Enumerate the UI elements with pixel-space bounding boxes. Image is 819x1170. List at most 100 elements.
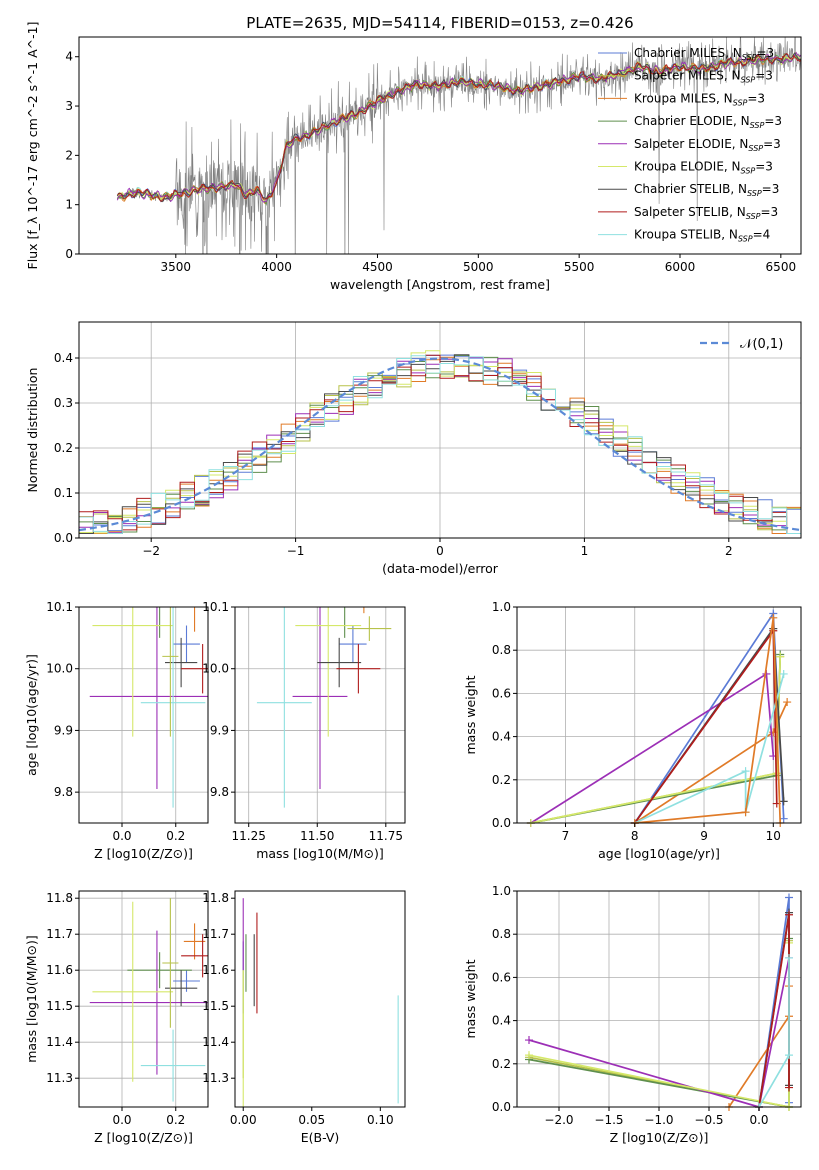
x-axis-label: age [log10(age/yr)] — [598, 846, 720, 861]
x-tick-label: 11.25 — [232, 829, 266, 843]
x-tick-label: 10 — [766, 829, 781, 843]
legend-entry: Salpeter MILES, NSSP=3 — [634, 69, 773, 85]
y-tick-label: 0.1 — [54, 486, 73, 500]
x-tick-label: −2.0 — [544, 1113, 573, 1127]
x-tick-label: 0.0 — [112, 1113, 131, 1127]
y-tick-label: 11.5 — [46, 999, 73, 1013]
y-tick-label: 0.2 — [492, 773, 511, 787]
legend-count: =3 — [760, 205, 778, 219]
weight-marker-0 — [779, 814, 788, 823]
y-tick-label: 0 — [65, 247, 73, 261]
x-axis-label: Z [log10(Z/Z⊙)] — [94, 846, 193, 861]
y-tick-label: 4 — [65, 50, 73, 64]
legend-subscript: SSP — [748, 144, 763, 153]
model-spectrum-7 — [117, 53, 801, 202]
weight-line-7 — [634, 628, 778, 824]
weight-marker-4 — [525, 1036, 533, 1045]
legend-subscript: SSP — [733, 98, 748, 107]
y-tick-label: 0.4 — [492, 1014, 511, 1028]
x-axis-label: wavelength [Angstrom, rest frame] — [330, 277, 550, 292]
y-axis-label: Normed distribution — [25, 368, 40, 493]
y-tick-label: 1.0 — [492, 600, 511, 614]
y-tick-label: 11.8 — [46, 891, 73, 905]
y-tick-label: 11.7 — [46, 927, 73, 941]
chart-massweight_vs_Z: −2.0 −1.5 −1.0 −0.5 0.0 0.0 0.2 0.4 0.6 0.8 1.0 Z [… — [463, 884, 802, 1145]
weight-line-7 — [758, 914, 790, 1108]
weight-marker-2 — [783, 698, 792, 707]
y-axis-label: mass weight — [463, 675, 478, 754]
y-tick-label: 0.2 — [492, 1057, 511, 1071]
x-tick-label: 0.2 — [166, 829, 185, 843]
y-tick-label: 0.0 — [54, 531, 73, 545]
plot-area-spectrum — [116, 37, 801, 254]
legend-count: =3 — [755, 69, 773, 83]
x-tick-label: 0.05 — [298, 1113, 325, 1127]
axes-frame — [234, 890, 406, 1108]
legend-entry: Chabrier ELODIE, NSSP=3 — [634, 114, 782, 130]
y-tick-label: 11.3 — [202, 1071, 229, 1085]
x-tick-label: 4000 — [261, 260, 292, 274]
weight-line-8 — [634, 673, 785, 824]
weight-line-4 — [530, 672, 775, 824]
x-tick-label: 0.10 — [367, 1113, 394, 1127]
figure-title: PLATE=2635, MJD=54114, FIBERID=0153, z=0… — [246, 14, 633, 32]
legend-entry: Kroupa MILES, NSSP=3 — [634, 91, 765, 107]
plot-area-massweight_vs_age — [526, 609, 792, 827]
x-tick-label: −1.5 — [594, 1113, 623, 1127]
y-tick-label: 0.4 — [54, 351, 73, 365]
legend-count: =3 — [755, 160, 773, 174]
observed-spectrum — [117, 37, 801, 254]
legend-subscript: SSP — [747, 189, 762, 198]
weight-marker-6 — [779, 797, 788, 806]
weight-marker-8 — [785, 953, 793, 962]
weight-marker-8 — [741, 767, 750, 776]
x-axis-label: Z [log10(Z/Z⊙)] — [94, 1130, 193, 1145]
weight-line-9 — [634, 617, 782, 824]
y-tick-label: 9.9 — [210, 723, 229, 737]
legend-entry: Kroupa ELODIE, NSSP=3 — [634, 160, 773, 176]
axes-frame — [516, 606, 802, 824]
y-tick-label: 10.1 — [202, 600, 229, 614]
y-tick-label: 0.6 — [492, 970, 511, 984]
legend-subscript: SSP — [741, 167, 756, 176]
y-tick-label: 0.4 — [492, 730, 511, 744]
plot-area-massweight_vs_Z — [525, 893, 793, 1111]
model-spectrum-4 — [116, 51, 801, 203]
y-tick-label: 11.4 — [46, 1035, 73, 1049]
x-tick-label: 6000 — [665, 260, 696, 274]
y-tick-label: 11.3 — [46, 1071, 73, 1085]
legend-subscript: SSP — [746, 212, 761, 221]
x-tick-label: 0.0 — [749, 1113, 768, 1127]
y-tick-label: 1 — [65, 198, 73, 212]
weight-marker-7 — [785, 910, 793, 919]
x-tick-label: 2 — [725, 544, 733, 558]
x-tick-label: −1.0 — [644, 1113, 673, 1127]
y-tick-label: 11.8 — [202, 891, 229, 905]
axes-frame — [78, 606, 209, 824]
weight-line-6 — [634, 626, 785, 824]
legend-entry: Chabrier STELIB, NSSP=3 — [634, 182, 779, 198]
x-tick-label: 6500 — [766, 260, 797, 274]
legend-count: =3 — [756, 46, 774, 60]
y-tick-label: 9.8 — [210, 785, 229, 799]
plot-area-age_vs_Z — [89, 607, 208, 808]
legend-entry-normal: 𝒩(0,1) — [740, 337, 783, 352]
y-tick-label: 9.8 — [54, 785, 73, 799]
y-tick-label: 10.1 — [46, 600, 73, 614]
legend-entry: Salpeter ELODIE, NSSP=3 — [634, 137, 781, 153]
axes-frame — [78, 36, 802, 255]
normal-curve — [79, 357, 801, 532]
legend-entry: Kroupa STELIB, NSSP=4 — [634, 228, 770, 244]
x-tick-label: 0 — [436, 544, 444, 558]
residual-histogram-8 — [79, 355, 801, 534]
y-axis-label: mass weight — [463, 959, 478, 1038]
x-tick-label: 0.0 — [112, 829, 131, 843]
weight-marker-8 — [785, 1051, 793, 1060]
weight-marker-7 — [785, 1083, 793, 1092]
chart-age_vs_Z: 0.0 0.2 9.8 9.9 10.0 10.1 Z [log10(Z/Z⊙)] age [… — [24, 600, 209, 861]
x-tick-label: −1 — [287, 544, 305, 558]
chart-mass_vs_EBV: 0.00 0.05 0.10 11.3 11.4 11.5 11.6 11.7 11.8 E(B-… — [202, 890, 406, 1145]
weight-line-2 — [634, 701, 788, 824]
weight-line-5 — [530, 656, 782, 824]
legend-subscript: SSP — [741, 76, 756, 85]
